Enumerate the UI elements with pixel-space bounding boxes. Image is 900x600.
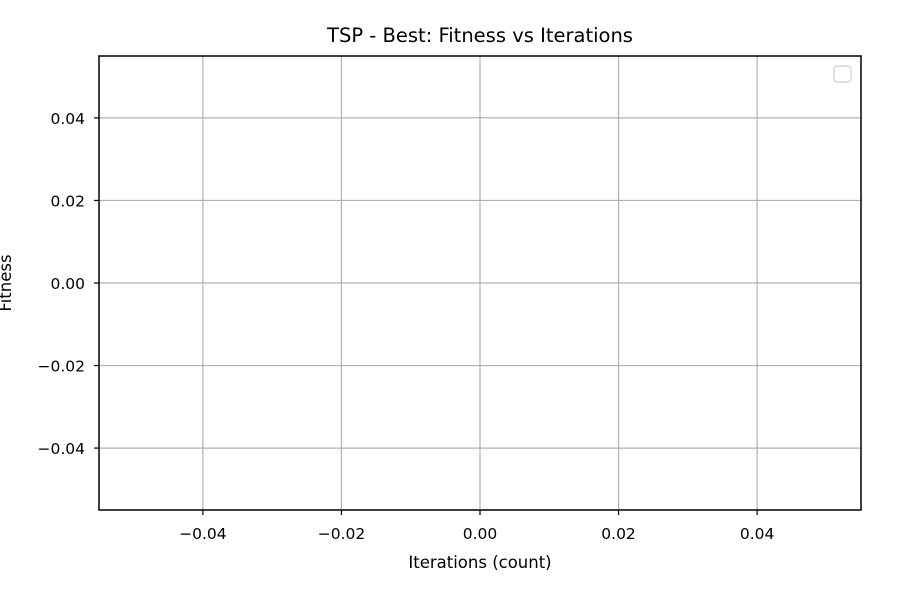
chart-title: TSP - Best: Fitness vs Iterations bbox=[326, 24, 633, 47]
x-tick-label: 0.04 bbox=[740, 525, 775, 543]
grid-lines bbox=[99, 56, 861, 510]
x-axis-ticks: −0.04 −0.02 0.00 0.02 0.04 bbox=[179, 510, 774, 543]
x-tick-label: 0.02 bbox=[601, 525, 636, 543]
x-axis-label: Iterations (count) bbox=[408, 553, 551, 572]
legend-box[interactable] bbox=[833, 65, 852, 83]
y-tick-label: 0.00 bbox=[50, 275, 85, 293]
x-tick-label: 0.00 bbox=[463, 525, 498, 543]
y-tick-label: −0.04 bbox=[38, 440, 86, 458]
y-axis-ticks: −0.04 −0.02 0.00 0.02 0.04 bbox=[38, 110, 99, 458]
y-tick-label: 0.04 bbox=[50, 110, 85, 128]
y-axis-label: Fitness bbox=[0, 254, 15, 311]
x-tick-label: −0.02 bbox=[318, 525, 366, 543]
y-tick-label: −0.02 bbox=[38, 358, 86, 376]
x-tick-label: −0.04 bbox=[179, 525, 227, 543]
y-tick-label: 0.02 bbox=[50, 192, 85, 210]
